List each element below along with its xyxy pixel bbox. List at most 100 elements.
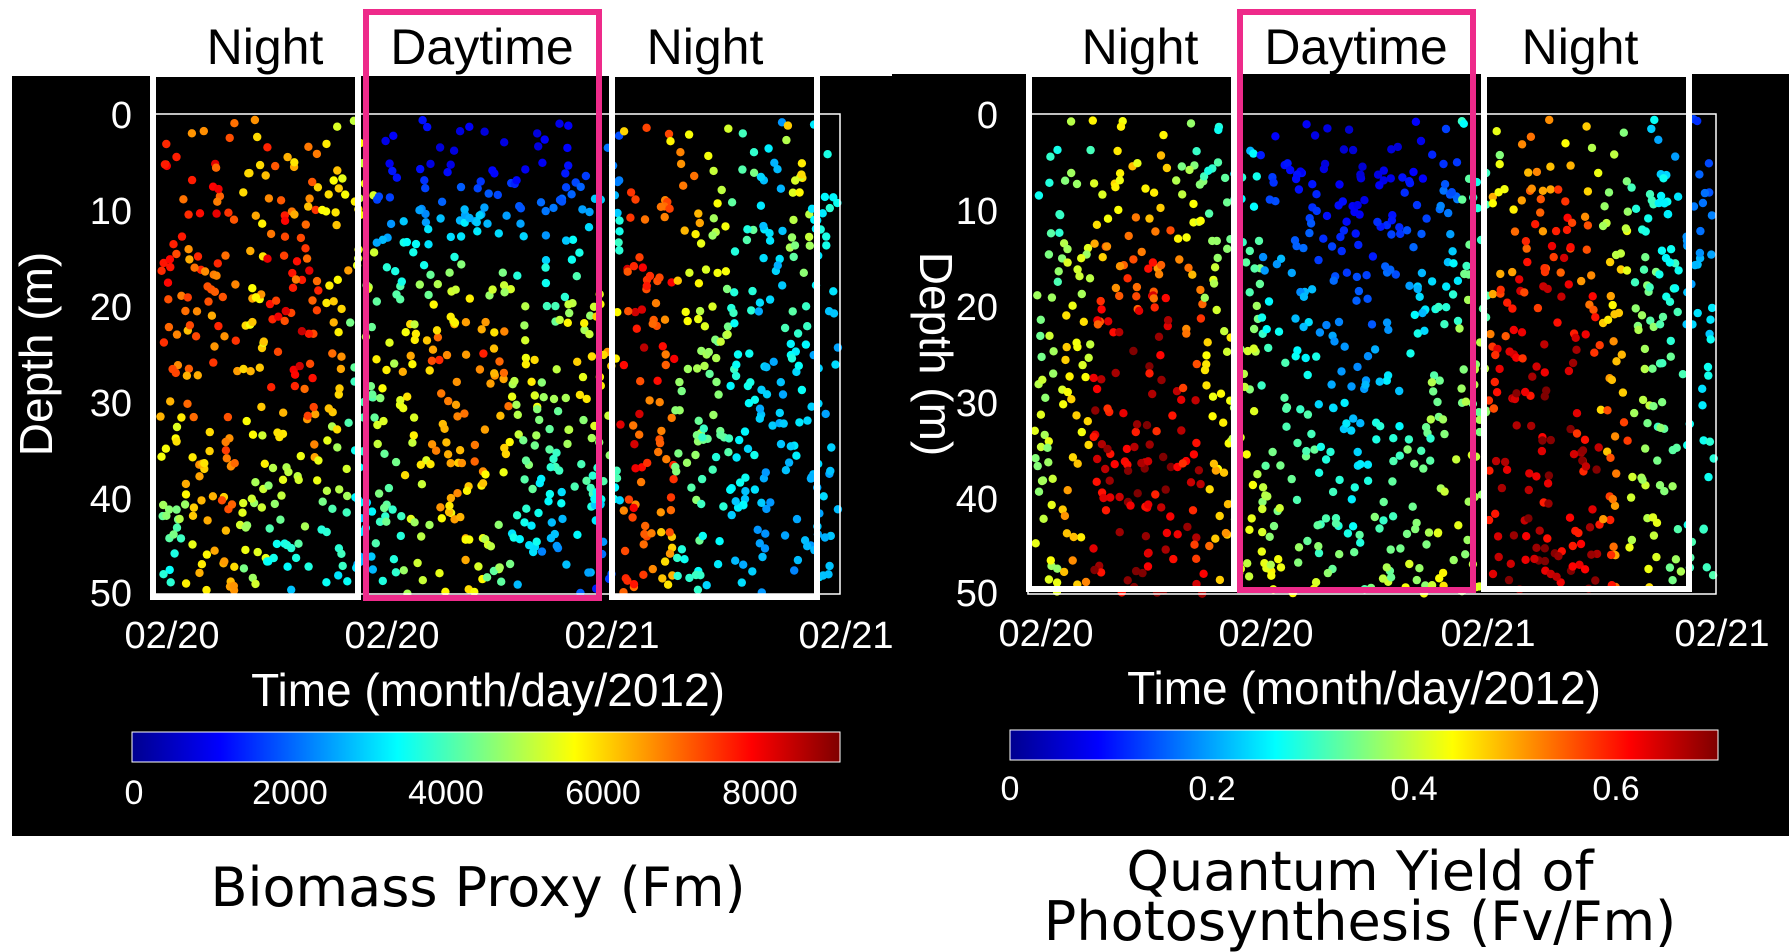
data-point [1532, 167, 1542, 177]
data-point [787, 233, 797, 242]
data-point [1337, 246, 1346, 256]
period-label-night-2: Night [1522, 19, 1639, 75]
data-point [403, 392, 412, 401]
data-point [1106, 493, 1115, 502]
data-point [726, 381, 735, 391]
colorbar-tick-label: 0.2 [1188, 770, 1235, 808]
data-point [416, 164, 425, 174]
data-point [1123, 460, 1132, 469]
data-point [1173, 530, 1182, 539]
data-point [1312, 352, 1321, 361]
data-point [457, 260, 466, 269]
data-point [1707, 303, 1717, 313]
data-point [386, 219, 396, 229]
data-point [631, 195, 640, 204]
data-point [577, 460, 586, 469]
data-point [213, 197, 222, 206]
data-point [185, 321, 195, 330]
data-point [744, 399, 754, 408]
data-point [1402, 226, 1412, 235]
x-tick-label: 02/20 [1218, 613, 1313, 655]
data-point [1101, 464, 1110, 474]
data-point [421, 209, 430, 219]
data-point [1303, 370, 1312, 380]
data-point [1115, 328, 1124, 337]
colorbar [131, 731, 841, 763]
data-point [1149, 188, 1159, 197]
data-point [437, 514, 446, 523]
data-point [779, 419, 788, 428]
data-point [655, 438, 665, 448]
data-point [1249, 202, 1259, 211]
data-point [1194, 466, 1204, 475]
data-point [1493, 532, 1503, 541]
data-point [1156, 351, 1165, 360]
data-point [470, 440, 480, 450]
data-point [338, 174, 347, 183]
data-point [1222, 198, 1232, 207]
data-point [473, 184, 482, 193]
data-point [373, 439, 382, 449]
data-point [645, 396, 654, 405]
data-point [432, 326, 442, 335]
data-point [563, 318, 572, 327]
data-point [1137, 458, 1146, 468]
data-point [567, 190, 576, 199]
data-point [274, 312, 283, 321]
data-point [520, 475, 529, 484]
data-point [1426, 415, 1436, 424]
data-point [1455, 324, 1464, 333]
data-point [246, 367, 255, 376]
data-point [1328, 487, 1338, 497]
data-point [1625, 543, 1634, 552]
data-point [181, 479, 191, 489]
data-point [1668, 576, 1677, 585]
data-point [182, 371, 192, 380]
data-point [1043, 443, 1052, 452]
data-point [1149, 294, 1159, 303]
data-point [248, 284, 257, 293]
data-point [1321, 514, 1331, 523]
data-point [624, 495, 634, 504]
data-point [165, 565, 174, 575]
data-point [822, 241, 831, 250]
data-point [317, 525, 326, 534]
data-point [1647, 196, 1657, 205]
data-point [1316, 442, 1326, 452]
data-point [1403, 445, 1412, 454]
data-point [390, 359, 399, 368]
data-point [1630, 408, 1639, 418]
data-point [1199, 569, 1208, 578]
data-point [1438, 568, 1448, 578]
data-point [1168, 411, 1177, 420]
data-point [1439, 186, 1448, 195]
data-point [1331, 519, 1341, 528]
data-point [1348, 145, 1358, 155]
data-point [1315, 328, 1325, 337]
data-point [1583, 187, 1593, 196]
data-point [1378, 574, 1388, 583]
data-point [231, 280, 240, 289]
data-point [575, 390, 585, 400]
data-point [1184, 263, 1193, 272]
y-tick-label: 20 [90, 287, 132, 329]
data-point [1265, 195, 1275, 204]
data-point [1258, 497, 1267, 507]
data-point [1045, 331, 1054, 340]
data-point [1044, 575, 1054, 584]
data-point [1588, 505, 1597, 514]
data-point [465, 294, 474, 303]
data-point [382, 517, 391, 526]
data-point [704, 151, 713, 161]
data-point [572, 272, 581, 281]
data-point [1036, 442, 1046, 452]
data-point [1156, 203, 1165, 213]
data-point [1554, 552, 1563, 561]
data-point [1205, 541, 1214, 551]
data-point [1577, 276, 1586, 286]
data-point [480, 127, 489, 136]
data-point [376, 393, 385, 403]
data-point [436, 214, 445, 223]
data-point [769, 357, 778, 366]
data-point [218, 292, 227, 302]
